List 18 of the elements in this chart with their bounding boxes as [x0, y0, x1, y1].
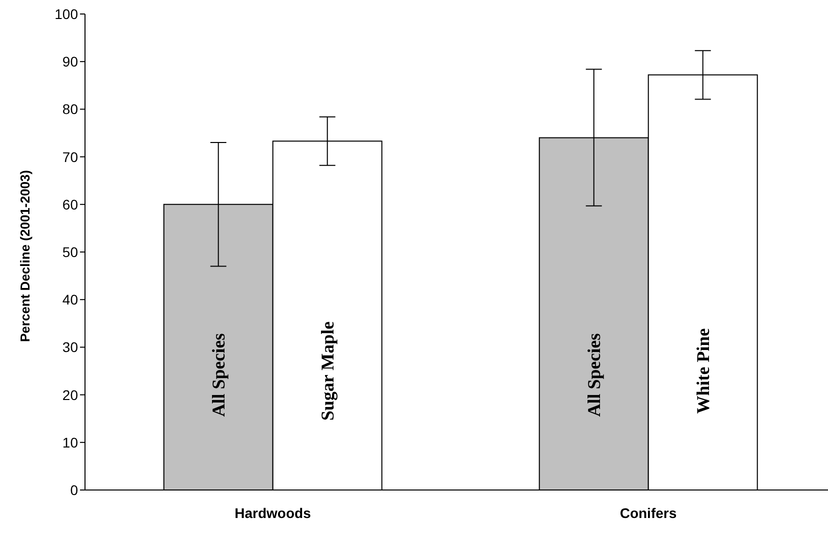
- text: All Species: [584, 333, 604, 417]
- y-tick-label: 0: [70, 482, 78, 498]
- y-tick-label: 70: [62, 148, 78, 165]
- y-tick-label: 90: [62, 54, 78, 70]
- x-tick-label: Hardwoods: [234, 504, 312, 521]
- y-tick-label: 100: [54, 6, 78, 22]
- y-tick-label: 30: [62, 339, 78, 356]
- y-tick-label: 20: [62, 386, 78, 403]
- x-tick-label: Conifers: [620, 504, 677, 521]
- y-tick-label: 60: [62, 196, 78, 212]
- y-tick-label: 80: [62, 101, 78, 118]
- y-tick-label: 10: [62, 434, 78, 450]
- y-tick-label: 50: [62, 244, 78, 260]
- annotation: White Pine: [692, 328, 713, 414]
- y-axis-title: Percent Decline (2001-2003): [18, 170, 33, 342]
- y-tick-label: 40: [62, 292, 78, 308]
- annotation: Sugar Maple: [317, 321, 338, 421]
- series-label: All Species: [208, 333, 228, 417]
